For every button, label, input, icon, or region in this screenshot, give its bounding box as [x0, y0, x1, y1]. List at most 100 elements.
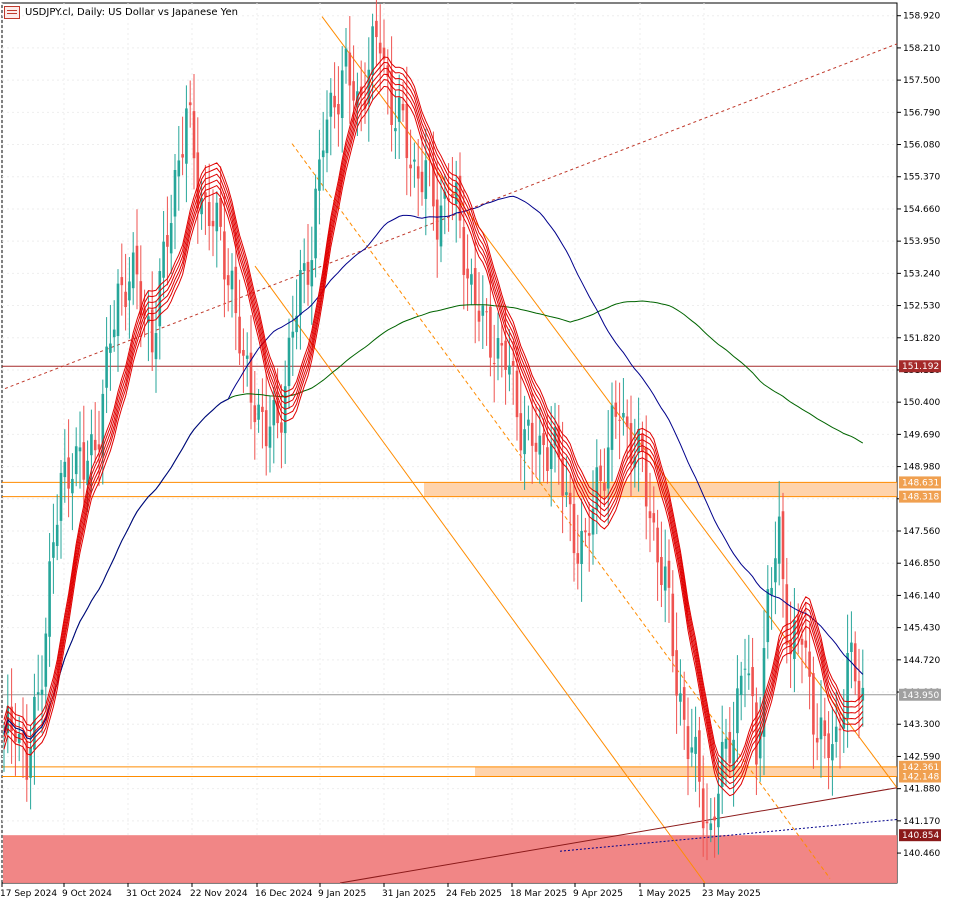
y-tick-label: 146.850: [903, 559, 940, 569]
candle-body: [584, 530, 587, 533]
candle-body: [561, 458, 564, 496]
y-tick-label: 147.560: [903, 527, 940, 537]
candle-body: [344, 48, 348, 67]
candle-body: [625, 416, 629, 427]
candle-body: [758, 730, 762, 759]
candle-body: [724, 738, 728, 749]
candle-body: [675, 650, 678, 696]
candle-body: [188, 102, 192, 106]
price-tag-bg: [899, 490, 941, 503]
price-tag-label: 142.148: [902, 772, 939, 782]
candle-body: [390, 70, 393, 125]
y-tick-label: 143.300: [903, 720, 940, 730]
price-tag-bg: [899, 770, 941, 783]
candle-body: [663, 566, 667, 591]
candle-body: [128, 281, 131, 301]
candle-body: [576, 553, 580, 564]
price-tag-label: 140.854: [902, 831, 939, 841]
candle-body: [105, 346, 108, 388]
candle-body: [572, 503, 576, 554]
trendline-blue: [559, 818, 898, 852]
y-tick-label: 151.820: [903, 334, 940, 344]
candle-body: [348, 52, 352, 86]
candle-body: [36, 692, 40, 695]
candle-body: [618, 419, 621, 421]
candle-body: [375, 20, 378, 38]
candle-body: [648, 511, 652, 519]
candle-body: [321, 150, 325, 158]
candle-body: [477, 310, 481, 322]
candle-body: [671, 593, 675, 657]
x-tick-label: 9 Apr 2025: [573, 889, 623, 899]
y-tick-label: 141.170: [903, 817, 940, 827]
chart-title-bar: USDJPY.cl, Daily: US Dollar vs Japanese …: [4, 6, 238, 19]
candle-body: [74, 446, 78, 475]
candle-body: [310, 260, 314, 287]
candle-body: [850, 642, 853, 653]
candle-body: [500, 343, 504, 346]
price-tag-bg: [899, 829, 941, 842]
candle-body: [595, 467, 599, 511]
candle-body: [781, 511, 785, 580]
candle-body: [93, 439, 97, 451]
candle-body: [705, 821, 709, 824]
candle-body: [766, 589, 770, 643]
candle-body: [329, 92, 333, 117]
candle-body: [382, 47, 386, 60]
candle-body: [831, 744, 834, 761]
candle-body: [504, 340, 507, 370]
candle-body: [751, 667, 754, 697]
candle-body: [603, 482, 606, 491]
candle-body: [177, 160, 181, 177]
candle-body: [207, 202, 211, 226]
candle-body: [432, 163, 435, 207]
candle-body: [196, 152, 200, 209]
candle-body: [717, 793, 720, 828]
support-zone: [3, 835, 897, 883]
candle-body: [861, 687, 865, 701]
candle-body: [215, 202, 219, 232]
ma-mid-line: [3, 195, 864, 740]
candle-body: [238, 316, 241, 354]
candle-body: [770, 587, 773, 595]
candle-body: [690, 747, 694, 753]
candle-body: [397, 97, 401, 122]
candle-body: [223, 231, 226, 280]
candle-body: [276, 401, 279, 424]
candle-body: [234, 266, 238, 314]
candle-body: [314, 188, 317, 259]
candle-body: [139, 281, 143, 316]
candle-body: [116, 283, 120, 337]
candle-body: [656, 527, 659, 563]
candle-body: [701, 788, 705, 829]
ma-fast-line: [3, 56, 864, 767]
candle-body: [135, 245, 139, 275]
candle-body: [587, 533, 591, 536]
candle-body: [101, 393, 105, 456]
candle-body: [280, 422, 283, 433]
candle-body: [109, 343, 112, 353]
candle-body: [211, 220, 215, 227]
candle-body: [508, 365, 511, 375]
candle-body: [470, 274, 473, 285]
candle-body: [371, 26, 374, 76]
candle-body: [416, 166, 420, 179]
candle-body: [652, 513, 656, 523]
candle-body: [492, 363, 496, 365]
candle-body: [462, 227, 466, 276]
candle-body: [739, 675, 743, 695]
candle-body: [747, 673, 751, 676]
y-tick-label: 149.690: [903, 430, 940, 440]
y-tick-label: 157.500: [903, 76, 940, 86]
candle-body: [253, 405, 257, 423]
candle-body: [599, 465, 602, 482]
candle-body: [853, 643, 857, 682]
ma-fast-line: [3, 85, 864, 797]
candle-body: [777, 516, 781, 564]
candle-body: [181, 154, 184, 158]
candle-body: [409, 164, 412, 169]
candle-body: [272, 400, 276, 426]
candle-body: [857, 680, 861, 701]
